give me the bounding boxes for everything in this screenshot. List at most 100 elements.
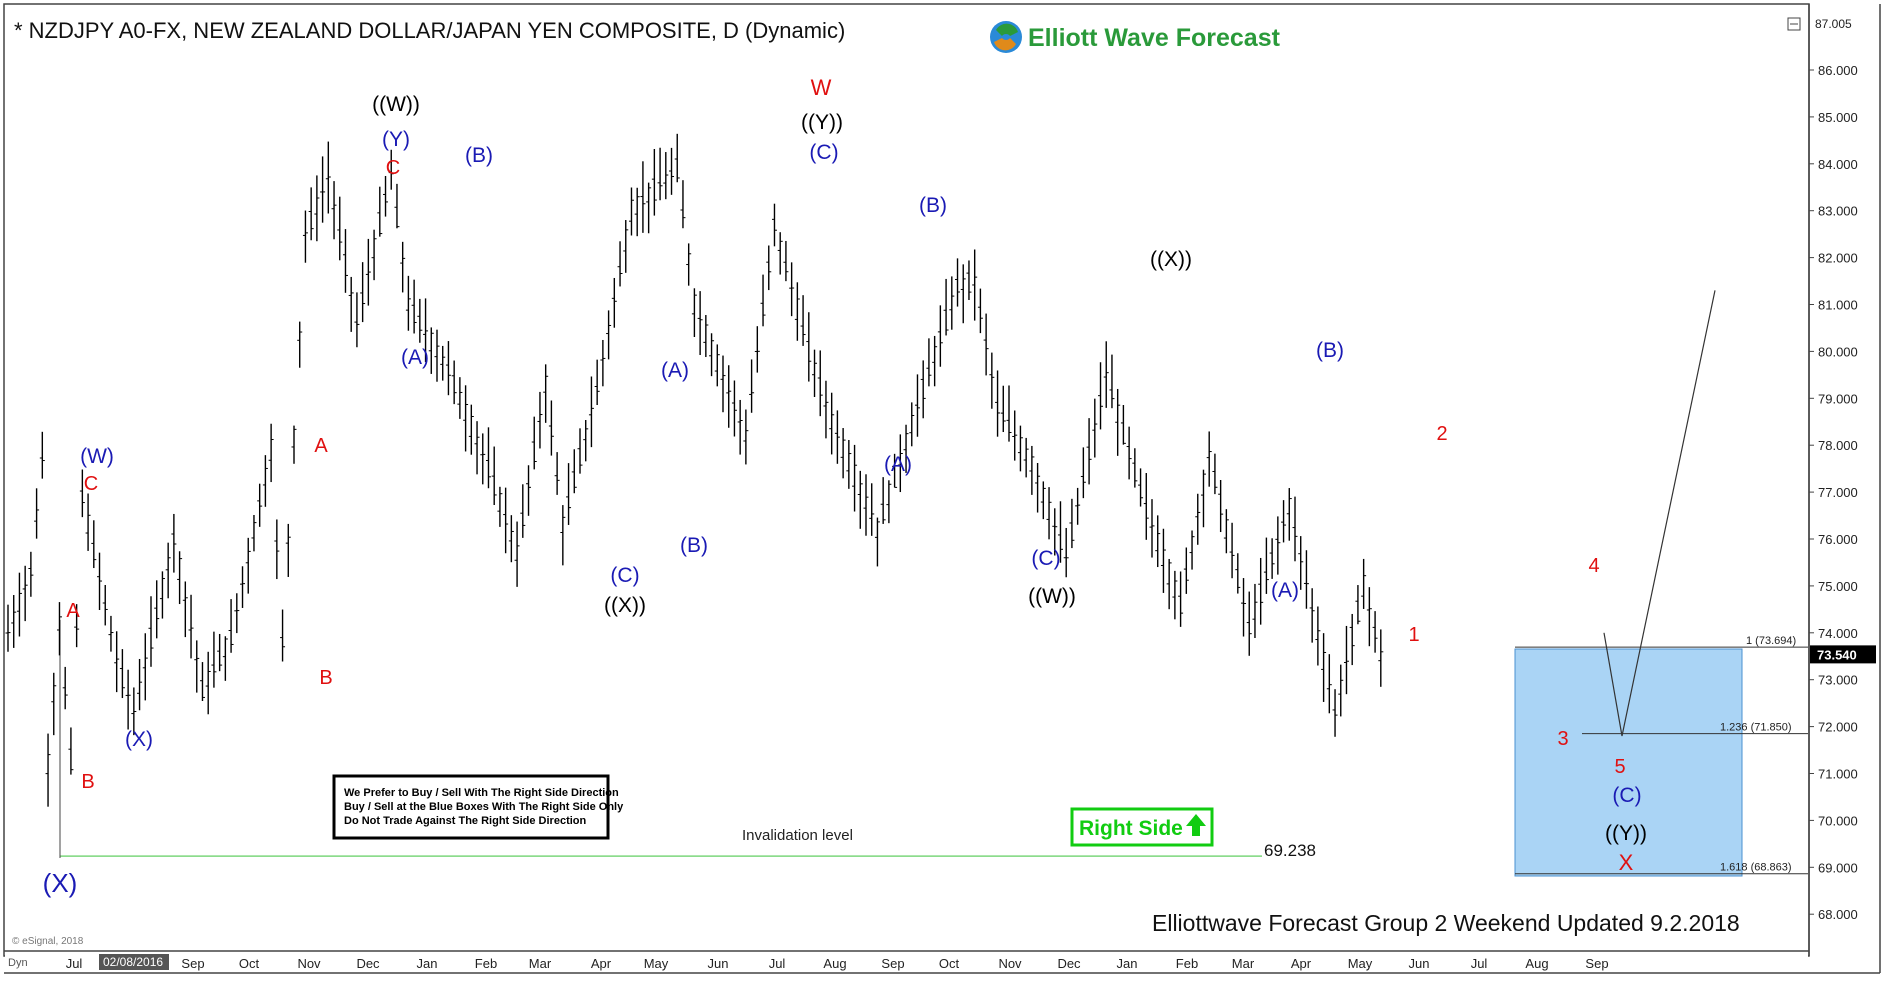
x-tick-label: Apr <box>591 956 612 971</box>
plot-frame <box>3 3 1810 957</box>
wave-label: (W) <box>80 445 114 468</box>
projection-path <box>1603 290 1716 737</box>
y-tick-label: 79.000 <box>1818 391 1858 406</box>
price-bars <box>5 133 1384 807</box>
brand-logo-swirl <box>996 23 1018 36</box>
y-tick-label: 78.000 <box>1818 438 1858 453</box>
x-tick-label: Aug <box>823 956 846 971</box>
y-tick-label: 71.000 <box>1818 767 1858 782</box>
x-tick-label: Sep <box>1585 956 1608 971</box>
wave-label: ((Y)) <box>801 111 843 134</box>
copyright: © eSignal, 2018 <box>12 936 84 947</box>
x-tick-label: Feb <box>475 956 497 971</box>
x-tick-label: Apr <box>1291 956 1312 971</box>
price-axis: 86.000 85.000 84.000 83.000 82.000 81.000 80.0… <box>1809 63 1858 922</box>
wave-label: W <box>811 75 832 100</box>
wave-label: ((X)) <box>1150 248 1192 271</box>
wave-label: (C) <box>1031 547 1060 570</box>
up-arrow-icon <box>1186 814 1206 836</box>
wave-label: 5 <box>1614 756 1625 778</box>
wave-label: (A) <box>884 453 912 476</box>
right-side-badge: Right Side <box>1070 807 1214 847</box>
y-tick-label: 70.000 <box>1818 813 1858 828</box>
date-tag: 02/08/2016 <box>103 955 163 969</box>
wave-label: (C) <box>809 141 838 164</box>
x-tick-label: Oct <box>239 956 260 971</box>
x-tick-label: May <box>644 956 669 971</box>
wave-label: ((Y)) <box>1605 822 1647 845</box>
x-tick-label: Sep <box>181 956 204 971</box>
wave-label: 3 <box>1557 728 1568 750</box>
wave-label: ((X)) <box>604 594 646 617</box>
x-tick-label: Jul <box>1471 956 1488 971</box>
wave-label: (X) <box>125 728 153 751</box>
y-tick-label: 68.000 <box>1818 907 1858 922</box>
wave-label: A <box>66 600 80 622</box>
note-line-3: Do Not Trade Against The Right Side Dire… <box>344 815 587 827</box>
y-tick-label: 72.000 <box>1818 720 1858 735</box>
dyn-label: Dyn <box>8 957 28 969</box>
wave-label: C <box>84 473 98 495</box>
time-axis: Jul Sep Oct Nov Dec Jan Feb Mar Apr May Jun Jul Aug S… <box>66 956 1609 971</box>
wave-label: 2 <box>1436 423 1447 445</box>
wave-label: (B) <box>465 144 493 167</box>
brand-name: Elliott Wave Forecast <box>1028 24 1281 52</box>
x-tick-label: Oct <box>939 956 960 971</box>
top-price-bg <box>1812 16 1872 32</box>
y-tick-label: 82.000 <box>1818 251 1858 266</box>
y-tick-label: 83.000 <box>1818 204 1858 219</box>
wave-label: A <box>314 435 328 457</box>
date-tag-bg <box>99 954 169 970</box>
wave-label: (B) <box>680 534 708 557</box>
x-tick-label: Jan <box>417 956 438 971</box>
x-tick-label: Mar <box>529 956 552 971</box>
y-tick-label: 73.000 <box>1818 673 1858 688</box>
wave-label: B <box>81 771 94 793</box>
y-tick-label: 76.000 <box>1818 532 1858 547</box>
brand-logo: Elliott Wave Forecast <box>990 21 1281 53</box>
wave-label: (C) <box>610 564 639 587</box>
note-line-2: Buy / Sell at the Blue Boxes With The Ri… <box>344 801 624 813</box>
fib-levels: 1 (73.694) 1.236 (71.850) 1.618 (68.863) <box>1515 635 1808 875</box>
right-side-frame <box>1070 807 1214 847</box>
fib-label-1: 1.236 (71.850) <box>1720 722 1792 734</box>
wave-label: (C) <box>1612 784 1641 807</box>
target-blue-box <box>1514 648 1743 877</box>
y-tick-label: 80.000 <box>1818 344 1858 359</box>
note-box: We Prefer to Buy / Sell With The Right S… <box>332 774 624 840</box>
invalidation-label: Invalidation level <box>742 827 853 844</box>
x-tick-label: Jul <box>769 956 786 971</box>
x-tick-label: Sep <box>881 956 904 971</box>
y-tick-label: 85.000 <box>1818 110 1858 125</box>
wave-label: (B) <box>1316 339 1344 362</box>
wave-label: 4 <box>1588 555 1599 577</box>
y-tick-label: 81.000 <box>1818 298 1858 313</box>
note-box-frame <box>332 774 610 840</box>
x-tick-label: Nov <box>297 956 321 971</box>
x-tick-label: Aug <box>1525 956 1548 971</box>
y-tick-label: 86.000 <box>1818 63 1858 78</box>
y-tick-label: 69.000 <box>1818 860 1858 875</box>
x-tick-label: Nov <box>998 956 1022 971</box>
wave-label: (A) <box>401 346 429 369</box>
invalidation-value: 69.238 <box>1264 841 1316 860</box>
wave-label: (A) <box>1271 579 1299 602</box>
fib-label-2: 1.618 (68.863) <box>1720 862 1792 874</box>
wave-label: B <box>319 667 332 689</box>
x-tick-label: Dec <box>356 956 380 971</box>
x-tick-label: May <box>1348 956 1373 971</box>
top-price: 87.005 <box>1815 17 1852 31</box>
wave-label: (B) <box>919 194 947 217</box>
x-tick-label: Jan <box>1117 956 1138 971</box>
x-tick-label: Jun <box>708 956 729 971</box>
wave-label: (X) <box>43 868 78 898</box>
brand-logo-swirl-2 <box>994 38 1016 51</box>
wave-label: (A) <box>661 359 689 382</box>
right-side-label: Right Side <box>1079 817 1183 840</box>
fib-label-0: 1 (73.694) <box>1746 635 1796 647</box>
note-line-1: We Prefer to Buy / Sell With The Right S… <box>344 787 619 799</box>
time-axis-band <box>5 952 1808 973</box>
footer-text: Elliottwave Forecast Group 2 Weekend Upd… <box>1152 910 1740 936</box>
y-tick-label: 84.000 <box>1818 157 1858 172</box>
